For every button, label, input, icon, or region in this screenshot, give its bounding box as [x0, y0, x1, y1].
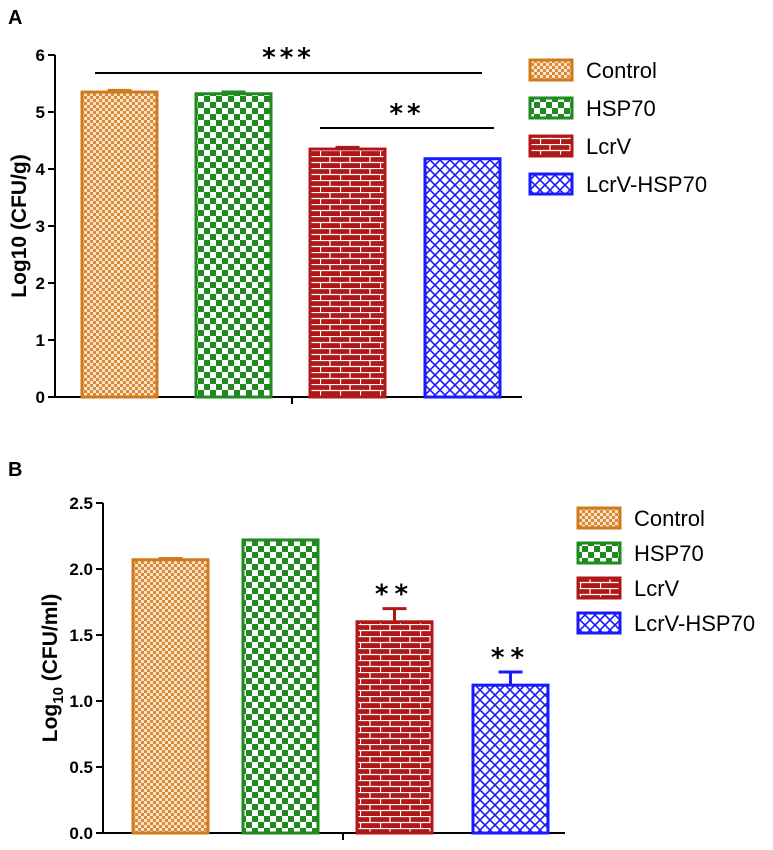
y-tick-label: 1	[36, 331, 45, 350]
bar-control	[80, 90, 159, 399]
significance-stars: ***	[262, 43, 315, 73]
y-tick-label: 0	[36, 388, 45, 407]
legend-swatch-control	[576, 506, 622, 530]
y-tick-label: 0.5	[69, 758, 93, 777]
legend-label: Control	[586, 58, 657, 83]
y-axis-label: Log10 (CFU/g)	[8, 154, 31, 297]
y-axis-label-rest: (CFU/ml)	[39, 594, 62, 687]
y-axis-label-sub: 10	[50, 687, 67, 704]
legend-swatch-lcrv-hsp70	[528, 172, 574, 196]
y-tick-label: 1.5	[69, 626, 93, 645]
legend-swatch-lcrv-hsp70	[576, 611, 622, 635]
legend-swatch-control	[528, 58, 574, 82]
legend-label: LcrV	[634, 576, 680, 601]
y-tick-label: 4	[36, 160, 46, 179]
legend-label: Control	[634, 506, 705, 531]
panel-label-b: B	[8, 459, 22, 481]
bar-hsp70	[241, 538, 320, 835]
legend-label: LcrV-HSP70	[586, 172, 707, 197]
legend-label: LcrV-HSP70	[634, 611, 755, 636]
significance-stars: **	[389, 99, 424, 129]
y-tick-label: 2	[36, 274, 45, 293]
y-axis-label-main: Log	[39, 704, 62, 742]
legend-label: HSP70	[586, 96, 656, 121]
bar-lcrv	[355, 620, 434, 835]
y-tick-label: 1.0	[69, 692, 93, 711]
y-axis-label: Log10 (CFU/ml)	[39, 594, 67, 743]
y-tick-label: 3	[36, 217, 45, 236]
panel-label-a: A	[8, 7, 22, 29]
legend-swatch-lcrv	[576, 576, 622, 600]
y-tick-label: 0.0	[69, 824, 93, 843]
significance-stars: **	[491, 643, 530, 673]
bar-lcrv-hsp70	[423, 157, 502, 399]
bar-lcrv	[308, 147, 387, 399]
legend-label: HSP70	[634, 541, 704, 566]
significance-stars: **	[375, 580, 414, 610]
bar-hsp70	[194, 92, 273, 399]
legend-swatch-hsp70	[576, 541, 622, 565]
y-tick-label: 2.0	[69, 560, 93, 579]
bar-control	[131, 558, 210, 835]
y-tick-label: 6	[36, 46, 45, 65]
bar-lcrv-hsp70	[471, 683, 550, 835]
legend-swatch-hsp70	[528, 96, 574, 120]
legend-swatch-lcrv	[528, 134, 574, 158]
y-tick-label: 2.5	[69, 494, 93, 513]
y-tick-label: 5	[36, 103, 45, 122]
legend-label: LcrV	[586, 134, 632, 159]
